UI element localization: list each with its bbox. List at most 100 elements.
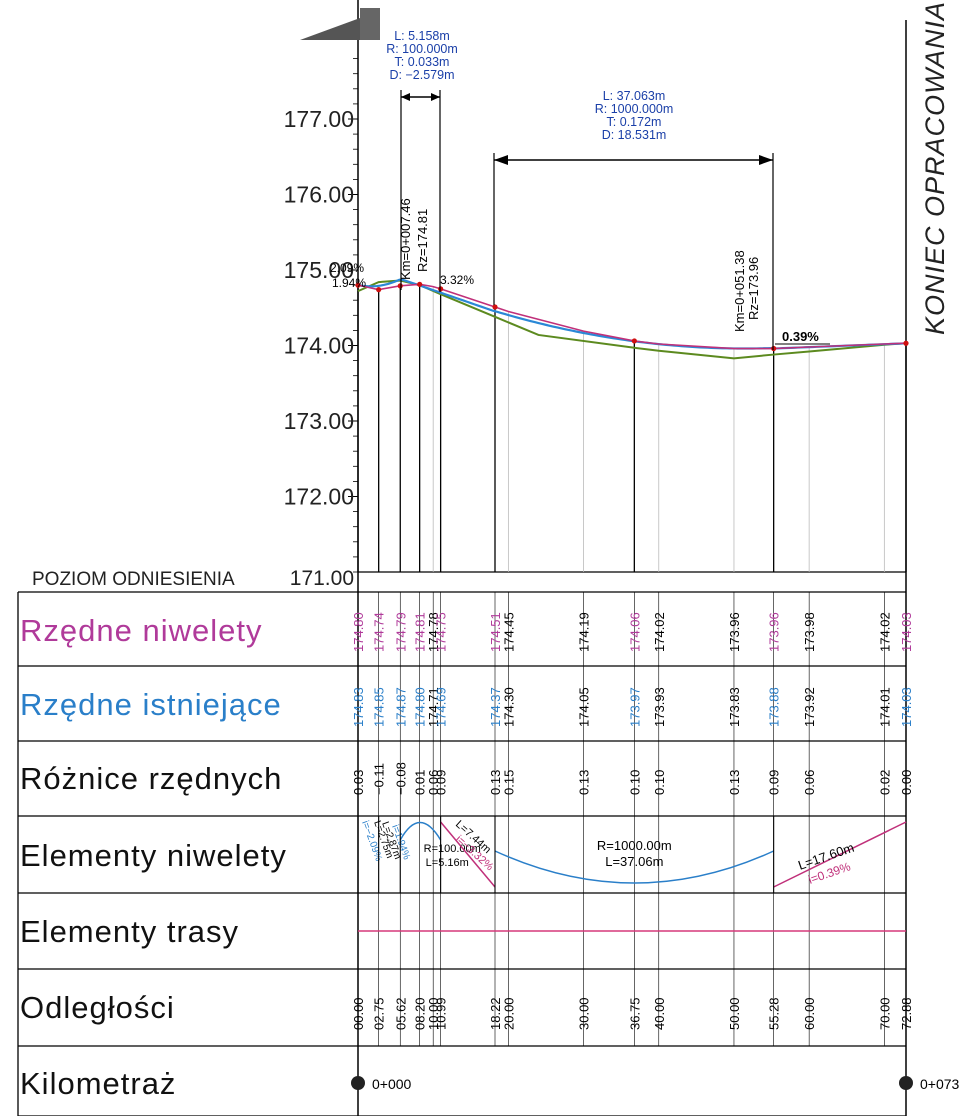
ist-value: 174.05: [577, 687, 592, 727]
km-end: 0+073: [920, 1076, 960, 1092]
curve2-T: T: 0.172m: [607, 115, 662, 129]
arrow-head: [401, 93, 410, 101]
diff-value: 0.15: [501, 770, 516, 795]
arc-big-R: R=1000.00m: [597, 838, 672, 853]
y-tick-label: 176.00: [284, 182, 354, 208]
niw-value: 173.96: [767, 612, 782, 652]
diff-value: 0.13: [577, 770, 592, 795]
diff-value: 0.13: [488, 770, 503, 795]
ist-value: 174.30: [501, 687, 516, 727]
niw-value: 174.06: [627, 612, 642, 652]
grade-point: [376, 287, 382, 293]
diff-value: 0.06: [802, 770, 817, 795]
niw-value: 174.80: [351, 612, 366, 652]
grade-point: [355, 282, 361, 288]
grade-label: 0.39%: [782, 329, 819, 344]
ist-value: 173.97: [627, 687, 642, 727]
diff-value: 0.13: [727, 770, 742, 795]
distance-value: 60.00: [802, 997, 817, 1030]
row-label: Rzędne istniejące: [20, 687, 282, 722]
distance-value: 40.00: [652, 997, 667, 1030]
diff-value: 0.00: [899, 770, 914, 795]
ist-value: 174.03: [899, 687, 914, 727]
datum-label: POZIOM ODNIESIENIA: [32, 569, 235, 590]
niw-value: 174.79: [393, 612, 408, 652]
curve1-T: T: 0.033m: [395, 55, 450, 69]
ist-value: 174.87: [393, 687, 408, 727]
niw-value: 174.78: [426, 612, 441, 652]
distance-value: 30.00: [577, 997, 592, 1030]
existing-terrain-line: [357, 279, 907, 360]
grade-label: 2.09%: [330, 261, 364, 275]
marker1-km: Km=0+007.46: [398, 198, 413, 280]
distance-value: 36.75: [627, 997, 642, 1030]
title-block: [360, 8, 380, 40]
niw-value: 174.45: [501, 612, 516, 652]
diff-value: 0.10: [652, 770, 667, 795]
arc-big-L: L=37.06m: [605, 854, 663, 869]
grade-segment: [440, 821, 496, 888]
distance-value: 72.88: [899, 997, 914, 1030]
curve1-R: R: 100.000m: [386, 42, 458, 56]
ist-value: 174.80: [413, 687, 428, 727]
y-tick-label: 173.00: [284, 408, 354, 434]
diff-value: 0.09: [434, 770, 449, 795]
distance-value: 70.00: [877, 997, 892, 1030]
niw-value: 174.51: [488, 612, 503, 652]
distance-value: 08.20: [413, 997, 428, 1030]
row-label: Różnice rzędnych: [20, 761, 282, 796]
y-tick-label: 174.00: [284, 333, 354, 359]
curve1-D: D: −2.579m: [390, 68, 455, 82]
ist-value: 174.69: [434, 687, 449, 727]
diff-value: 0.01: [413, 770, 428, 795]
niw-value: 174.81: [413, 612, 428, 652]
distance-value: 18.22: [488, 997, 503, 1030]
ist-value: 174.83: [351, 687, 366, 727]
diff-value: −0.08: [393, 762, 408, 795]
diff-value: −0.11: [372, 763, 387, 795]
row-label: Kilometraż: [20, 1066, 176, 1101]
niw-value: 173.98: [802, 612, 817, 652]
curve2-L: L: 37.063m: [603, 89, 666, 103]
distance-value: 05.62: [393, 997, 408, 1030]
row-label: Elementy trasy: [20, 914, 239, 949]
marker1-rz: Rz=174.81: [415, 209, 430, 272]
diff-value: 0.02: [877, 770, 892, 795]
niw-value: 174.19: [577, 612, 592, 652]
row-label: Odległości: [20, 990, 175, 1025]
grade-point: [492, 304, 498, 310]
ist-value: 174.37: [488, 687, 503, 727]
niw-value: 174.02: [877, 612, 892, 652]
ist-value: 173.83: [727, 687, 742, 727]
arc-small-L: L=5.16m: [426, 857, 469, 869]
marker2-km: Km=0+051.38: [732, 250, 747, 332]
grade-point: [397, 283, 403, 289]
ist-value: 174.85: [372, 687, 387, 727]
distance-value: 10.00: [426, 997, 441, 1030]
curve1-L: L: 5.158m: [394, 29, 450, 43]
ist-value: 174.01: [877, 687, 892, 727]
grade-label: 1.94%: [332, 276, 366, 290]
km-start-marker: [351, 1076, 365, 1090]
ist-value: 173.92: [802, 687, 817, 727]
arrow-head: [494, 155, 508, 165]
grade-segment: [773, 821, 907, 888]
side-title: KONIEC OPRACOWANIA: [920, 1, 950, 335]
diff-value: 0.03: [351, 770, 366, 795]
distance-value: 10.99: [434, 997, 449, 1030]
vertical-curve-small: [399, 821, 442, 841]
niw-value: 174.02: [652, 612, 667, 652]
y-tick-label: 172.00: [284, 484, 354, 510]
distance-value: 55.28: [767, 997, 782, 1030]
title-wedge: [300, 18, 360, 40]
km-end-marker: [899, 1076, 913, 1090]
niw-value: 173.96: [727, 612, 742, 652]
diff-value: 0.09: [767, 770, 782, 795]
grade-point: [631, 338, 637, 344]
diff-value: 0.06: [426, 770, 441, 795]
ist-value: 173.88: [767, 687, 782, 727]
grade-point: [438, 286, 444, 292]
grade-point: [417, 281, 423, 287]
niw-value: 174.03: [899, 612, 914, 652]
